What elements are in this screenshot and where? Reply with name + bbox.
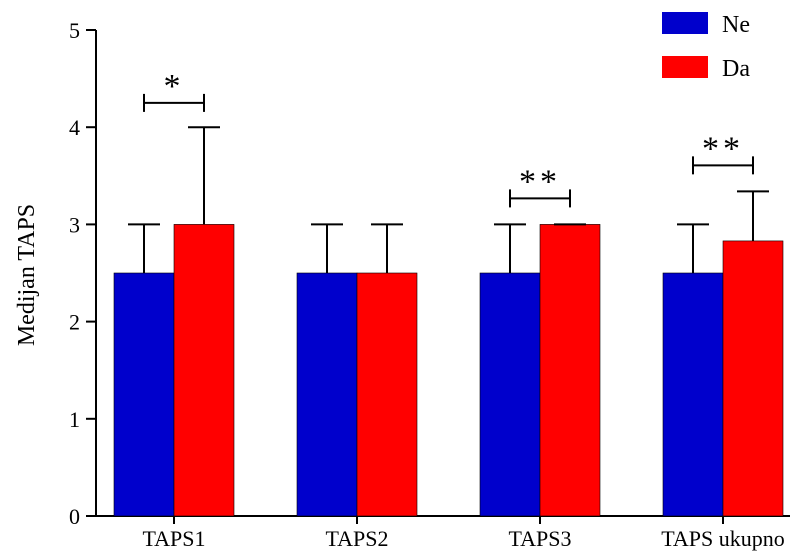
legend: Ne Da [662, 12, 750, 82]
y-tick-label: 4 [69, 115, 80, 140]
bar-ne-taps-ukupno [663, 273, 723, 516]
significance-label: ** [702, 130, 744, 167]
x-tick-label: TAPS3 [508, 526, 571, 551]
significance-label: * [164, 68, 185, 105]
bar-ne-taps2 [297, 273, 357, 516]
x-tick-label: TAPS ukupno [661, 526, 785, 551]
bar-da-taps3 [540, 224, 600, 516]
bars [114, 224, 783, 516]
y-tick-label: 2 [69, 310, 80, 335]
x-tick-label: TAPS1 [142, 526, 205, 551]
bar-ne-taps1 [114, 273, 174, 516]
x-tick-label: TAPS2 [325, 526, 388, 551]
bar-ne-taps3 [480, 273, 540, 516]
legend-label-ne: Ne [722, 12, 750, 38]
legend-swatch-ne [662, 12, 708, 34]
y-tick-label: 1 [69, 407, 80, 432]
bar-da-taps-ukupno [723, 241, 783, 516]
significance-annotations: ***** [144, 68, 753, 208]
y-tick-label: 0 [69, 504, 80, 529]
legend-swatch-da [662, 56, 708, 78]
bar-da-taps2 [357, 273, 417, 516]
significance-label: ** [519, 163, 561, 200]
y-tick-label: 5 [69, 18, 80, 43]
y-tick-label: 3 [69, 212, 80, 237]
y-axis-label: Medijan TAPS [14, 204, 40, 346]
legend-label-da: Da [722, 56, 750, 82]
bar-da-taps1 [174, 224, 234, 516]
